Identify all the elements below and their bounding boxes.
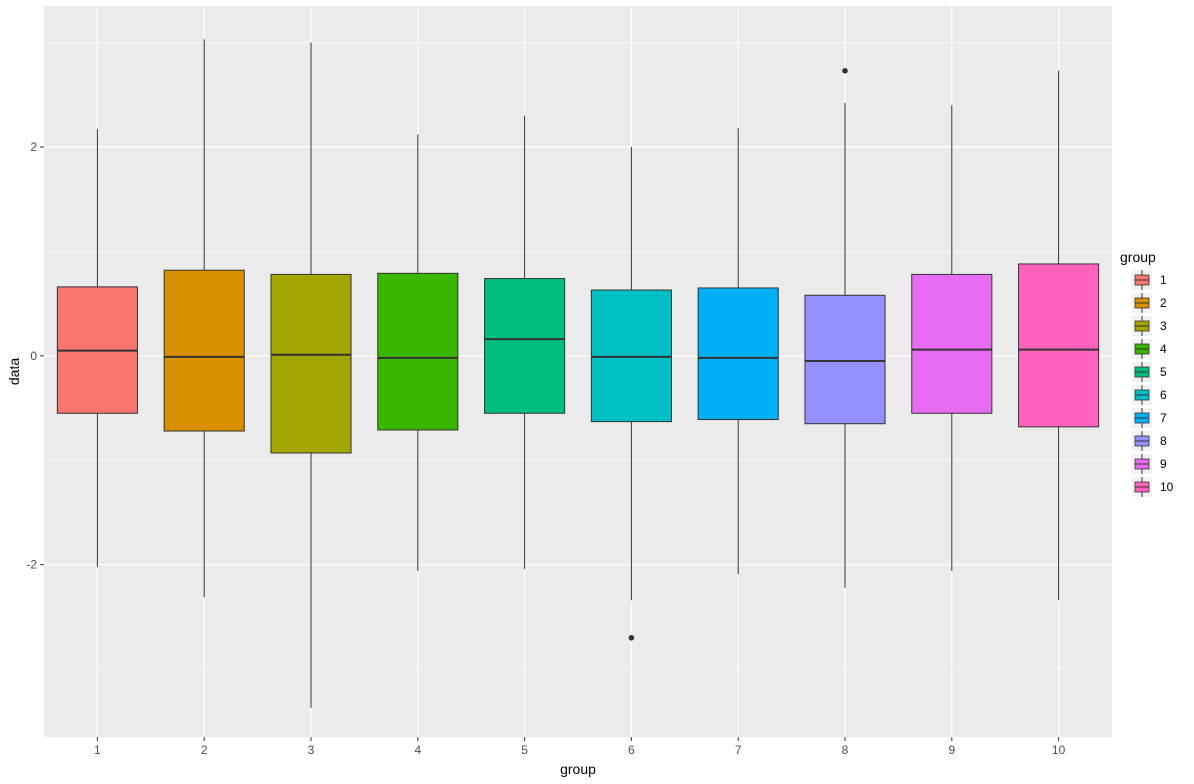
- box-body: [697, 287, 779, 421]
- box-group-5: [484, 115, 566, 569]
- box-body: [484, 278, 566, 414]
- box-body: [590, 289, 672, 423]
- box-body: [804, 294, 886, 425]
- y-tick-label: -2: [26, 558, 37, 572]
- legend-label: 9: [1160, 457, 1167, 471]
- box-group-10: [1018, 70, 1100, 601]
- x-tick-label: 3: [308, 743, 315, 757]
- legend-label: 7: [1160, 411, 1167, 425]
- x-tick-label: 2: [201, 743, 208, 757]
- legend-item-9: 9: [1132, 454, 1167, 474]
- box-group-7: [697, 128, 779, 575]
- legend-label: 2: [1160, 296, 1167, 310]
- box-group-4: [377, 134, 459, 571]
- legend-label: 5: [1160, 365, 1167, 379]
- box-body: [911, 273, 993, 414]
- legend-title: group: [1120, 249, 1156, 265]
- x-axis: 1 2 3 4 5 6 7 8 9 10: [94, 737, 1066, 757]
- x-axis-title: group: [560, 761, 596, 777]
- x-tick-label: 9: [948, 743, 955, 757]
- outlier-point: [628, 634, 635, 641]
- legend-label: 10: [1160, 480, 1174, 494]
- legend-item-2: 2: [1132, 293, 1167, 313]
- legend-label: 1: [1160, 273, 1167, 287]
- legend-label: 8: [1160, 434, 1167, 448]
- x-tick-label: 10: [1052, 743, 1066, 757]
- box-body: [163, 269, 245, 432]
- x-tick-label: 4: [414, 743, 421, 757]
- legend-label: 6: [1160, 388, 1167, 402]
- legend-label: 3: [1160, 319, 1167, 333]
- box-body: [270, 273, 352, 454]
- x-tick-label: 6: [628, 743, 635, 757]
- legend-item-10: 10: [1132, 477, 1174, 497]
- y-tick-label: 2: [30, 140, 37, 154]
- outlier-point: [842, 67, 848, 74]
- box-group-2: [163, 39, 245, 598]
- legend-item-7: 7: [1132, 408, 1167, 428]
- legend-label: 4: [1160, 342, 1167, 356]
- box-group-6: [590, 146, 672, 641]
- legend-item-6: 6: [1132, 385, 1167, 405]
- box-group-1: [56, 129, 138, 567]
- x-tick-label: 1: [94, 743, 101, 757]
- legend-item-1: 1: [1132, 270, 1167, 290]
- x-tick-label: 5: [521, 743, 528, 757]
- x-tick-label: 8: [842, 743, 849, 757]
- boxes-layer: [56, 39, 1100, 708]
- y-axis-title: data: [6, 358, 22, 385]
- y-tick-label: 0: [30, 349, 37, 363]
- x-tick-label: 7: [735, 743, 742, 757]
- y-axis: -2 0 2: [26, 140, 44, 572]
- legend-item-4: 4: [1132, 339, 1167, 359]
- legend-item-5: 5: [1132, 362, 1167, 382]
- legend-item-8: 8: [1132, 431, 1167, 451]
- legend-item-3: 3: [1132, 316, 1167, 336]
- box-group-8: [804, 67, 886, 588]
- legend: group 1 2 3 4 5 6 7 8 9 10: [1120, 249, 1174, 497]
- box-body: [1018, 263, 1100, 428]
- box-group-9: [911, 105, 993, 571]
- box-body: [377, 272, 459, 431]
- box-group-3: [270, 42, 352, 708]
